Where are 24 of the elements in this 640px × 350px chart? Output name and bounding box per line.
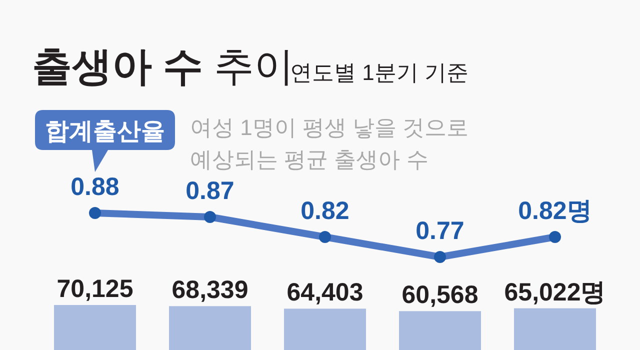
data-label: 0.82명: [518, 197, 592, 225]
bar: [399, 311, 481, 350]
data-label: 68,339: [172, 276, 248, 304]
bar: [54, 305, 136, 350]
bar: [284, 308, 366, 350]
point: [319, 231, 331, 243]
data-label: 0.88: [70, 173, 120, 201]
point: [204, 211, 216, 223]
chart-subtitle: 연도별 1분기 기준: [290, 60, 468, 85]
bar: [169, 306, 251, 350]
data-label: 0.87: [186, 177, 234, 205]
text: 여성 1명이 평생 낳을 것으로: [190, 115, 469, 140]
data-label: 60,568: [402, 281, 478, 310]
bar: [514, 308, 596, 350]
data-label: 70,125: [56, 275, 134, 303]
point: [89, 207, 101, 219]
legend-callout: 합계출산율: [35, 110, 175, 172]
text: 예상되는 평균 출생아 수: [190, 147, 428, 172]
point: [434, 251, 446, 263]
data-label: 65,022명: [504, 278, 606, 306]
point: [549, 231, 561, 243]
data-label: 0.77: [416, 217, 464, 245]
data-label: 64,403: [286, 278, 364, 307]
data-label: 0.82: [300, 197, 350, 225]
